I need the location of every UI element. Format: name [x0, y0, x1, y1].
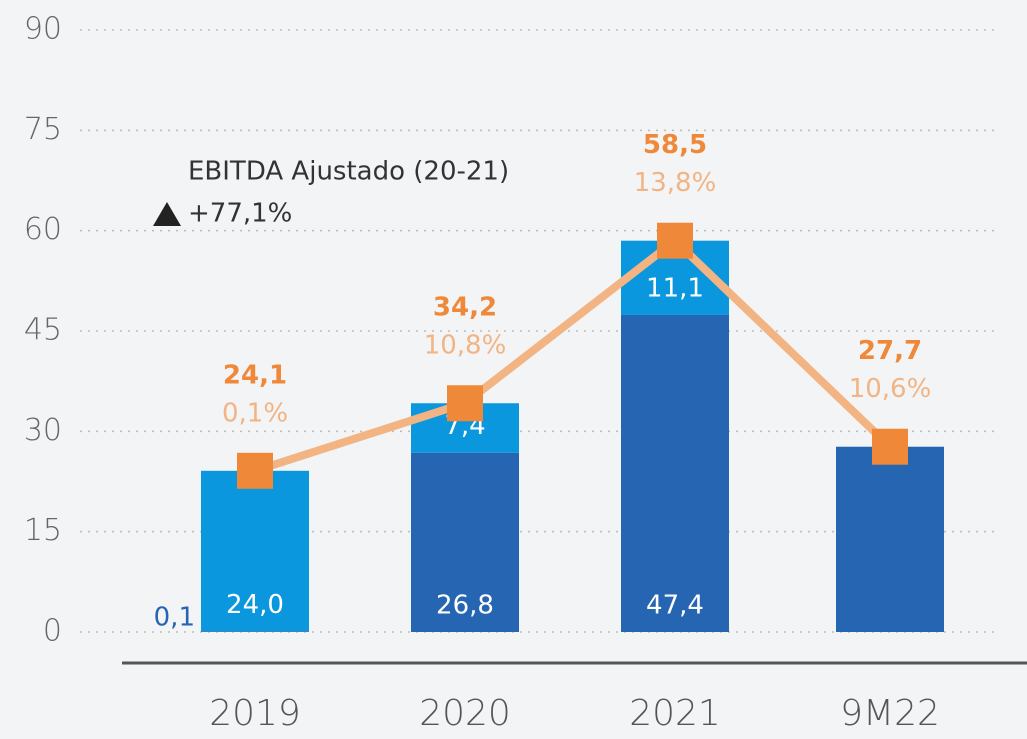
x-tick-label: 9M22	[840, 693, 940, 734]
y-tick-label: 0	[43, 614, 62, 649]
x-tick-label: 2020	[419, 693, 511, 734]
y-tick-label: 30	[24, 413, 62, 448]
annotation-title: EBITDA Ajustado (20-21)	[188, 157, 509, 187]
total-label: 24,1	[223, 360, 287, 390]
margin-label: 13,8%	[634, 168, 717, 198]
annotation-text: +77,1%	[188, 199, 292, 229]
line	[253, 236, 893, 475]
margin-label: 10,6%	[849, 374, 932, 404]
up-triangle	[153, 202, 181, 226]
total-label: 58,5	[643, 130, 707, 160]
x-tick-label: 2019	[209, 693, 301, 734]
margin-label: 0,1%	[222, 398, 288, 428]
bar-segment	[621, 314, 729, 632]
segment-label: 0,1	[154, 603, 195, 633]
bar-segment	[201, 470, 309, 632]
y-tick-label: 60	[24, 212, 62, 247]
line-marker	[447, 385, 483, 422]
bar-segment	[201, 631, 309, 632]
y-tick-label: 45	[24, 313, 62, 348]
line-marker	[657, 222, 693, 259]
bar-segment	[411, 452, 519, 632]
y-tick-label: 75	[24, 112, 62, 147]
segment-label: 11,1	[646, 273, 704, 303]
line-marker	[872, 428, 908, 465]
segment-label: 47,4	[646, 591, 704, 621]
segment-label: 26,8	[436, 591, 494, 621]
segment-label: 24,0	[226, 590, 284, 620]
total-label: 34,2	[433, 293, 497, 323]
x-tick-label: 2021	[629, 693, 721, 734]
margin-label: 10,8%	[424, 331, 507, 361]
total-label: 27,7	[858, 336, 922, 366]
bar-segment	[836, 446, 944, 632]
line-marker	[237, 452, 273, 489]
y-tick-label: 15	[24, 513, 62, 548]
y-tick-label: 90	[24, 12, 62, 47]
